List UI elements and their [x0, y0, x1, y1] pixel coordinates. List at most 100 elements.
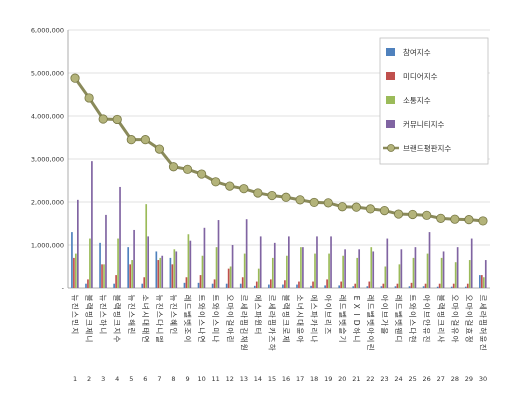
legend-label: 소통지수	[403, 96, 431, 105]
x-category-char: 진	[71, 303, 81, 310]
x-category-char: 나	[197, 327, 206, 334]
line-point	[408, 209, 418, 220]
line-series	[70, 73, 488, 226]
bar	[470, 238, 473, 288]
bar	[259, 236, 262, 288]
x-category-char: 핌	[239, 319, 249, 326]
x-category-char: 리	[324, 319, 333, 326]
bar	[288, 236, 290, 288]
bar	[268, 284, 270, 288]
bar	[370, 247, 373, 288]
bar	[330, 236, 332, 288]
line-point	[323, 198, 333, 208]
x-category-char: 하	[352, 327, 362, 334]
x-category-char: 지	[113, 327, 122, 334]
x-category-char: 스	[169, 311, 178, 318]
x-category-char: 리	[436, 327, 445, 334]
x-category-char: 지	[71, 327, 80, 334]
x-category-char: 마	[225, 303, 234, 310]
bar	[464, 286, 467, 288]
x-category-char: 벳	[366, 319, 375, 326]
legend-label: 미디어지수	[403, 71, 438, 81]
x-category-char: 핑	[113, 311, 123, 318]
x-category-char: 진	[127, 303, 137, 310]
x-category-char: 드	[338, 303, 347, 310]
x-category-char: 니	[155, 327, 164, 334]
bar	[89, 238, 91, 288]
x-category-char: 트	[408, 295, 417, 302]
x-category-char: 르	[267, 295, 276, 302]
y-tick-label: 1,000,000	[31, 242, 64, 250]
line-point	[365, 204, 376, 214]
x-category-number: 28	[451, 375, 459, 383]
x-category-number: 6	[143, 375, 147, 383]
x-category-char: 유	[450, 327, 459, 334]
x-category-char: 즈	[324, 327, 333, 334]
x-category-char: 스	[99, 311, 108, 318]
x-category-number: 10	[197, 375, 205, 383]
bar	[356, 257, 359, 288]
x-category-char: 윈	[253, 319, 262, 326]
x-category-char: 효	[464, 327, 473, 334]
line-point	[281, 192, 291, 202]
bar	[482, 277, 485, 288]
x-category-char: I	[352, 313, 361, 315]
x-category-char: 크	[113, 319, 122, 326]
bar	[326, 279, 328, 288]
x-category-char: D	[352, 320, 361, 326]
bar	[189, 240, 192, 288]
bar	[352, 286, 355, 288]
bar	[145, 204, 148, 288]
x-category-char: 제	[85, 327, 94, 334]
x-category-number: 15	[268, 375, 276, 383]
x-category-char: 린	[366, 344, 376, 351]
x-category-char: 레	[183, 295, 192, 302]
x-category-char: 르	[239, 295, 248, 302]
x-category-char: 아	[366, 327, 376, 334]
x-category-char: 트	[197, 295, 206, 302]
x-category-char: 벨	[183, 311, 192, 318]
x-category-char: 블	[282, 295, 291, 302]
x-category-char: 아	[324, 295, 334, 302]
x-category-char: 이	[422, 303, 432, 310]
line-point	[436, 213, 446, 223]
x-category-char: 니	[352, 336, 361, 343]
x-category-char: 랙	[282, 303, 292, 310]
x-category-char: 미	[211, 327, 220, 334]
x-category-char: 이	[225, 311, 235, 318]
y-tick-label: 2,000,000	[31, 199, 64, 207]
bar	[75, 253, 77, 288]
bar	[231, 245, 234, 288]
x-category-char: 연	[141, 336, 150, 343]
bar	[424, 283, 427, 288]
x-category-char: 파	[253, 311, 262, 318]
x-category-char: 린	[225, 336, 235, 343]
bar	[161, 255, 164, 288]
bar	[175, 251, 178, 288]
bar	[199, 275, 202, 288]
bar	[155, 251, 158, 288]
bar	[203, 227, 206, 288]
x-category-char: 진	[155, 303, 165, 310]
bar	[316, 236, 318, 288]
x-category-char: 윤	[478, 336, 487, 343]
bar	[456, 247, 459, 288]
x-category-number: 1	[73, 375, 77, 383]
bar	[71, 232, 73, 288]
x-category-char: 스	[211, 319, 220, 326]
bar	[302, 247, 304, 288]
x-category-char: 벳	[394, 319, 403, 326]
x-category-number: 12	[226, 375, 234, 383]
x-category-char: 시	[141, 311, 150, 318]
bar	[386, 238, 389, 288]
x-category-char: 오	[450, 295, 459, 302]
x-category-char: 스	[197, 319, 206, 326]
x-category-char: 오	[225, 295, 234, 302]
x-category-char: 채	[239, 336, 249, 343]
x-category-char: 이	[183, 336, 193, 343]
x-category-char: 랙	[85, 303, 95, 310]
line-point	[351, 202, 361, 212]
x-category-char: 스	[408, 319, 417, 326]
